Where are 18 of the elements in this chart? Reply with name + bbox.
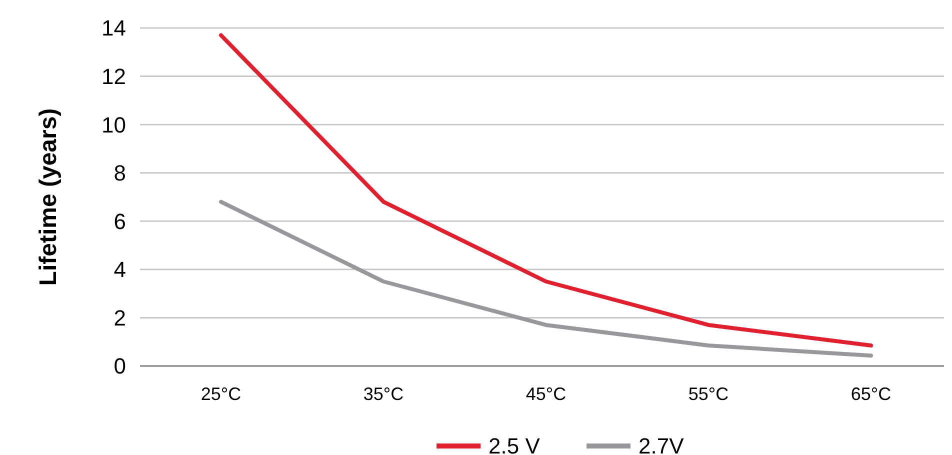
x-tick-label: 35°C bbox=[363, 384, 404, 404]
x-tick-label: 55°C bbox=[688, 384, 729, 404]
y-tick-label: 14 bbox=[102, 16, 126, 41]
x-tick-label: 65°C bbox=[850, 384, 892, 404]
x-tick-label: 45°C bbox=[526, 384, 566, 404]
legend-label: 2.7V bbox=[638, 434, 684, 455]
y-axis-title: Lifetime (years) bbox=[35, 108, 62, 286]
y-tick-label: 0 bbox=[114, 354, 126, 379]
y-tick-label: 10 bbox=[102, 112, 126, 138]
legend-label: 2.5 V bbox=[488, 434, 540, 455]
y-tick-label: 12 bbox=[102, 64, 126, 89]
x-tick-label: 25°C bbox=[200, 384, 242, 404]
y-tick-label: 4 bbox=[114, 257, 126, 282]
line-series bbox=[219, 33, 873, 348]
line-series bbox=[219, 200, 873, 358]
y-tick-label: 2 bbox=[114, 305, 126, 330]
y-tick-label: 8 bbox=[114, 160, 126, 186]
y-tick-label: 6 bbox=[114, 208, 126, 234]
